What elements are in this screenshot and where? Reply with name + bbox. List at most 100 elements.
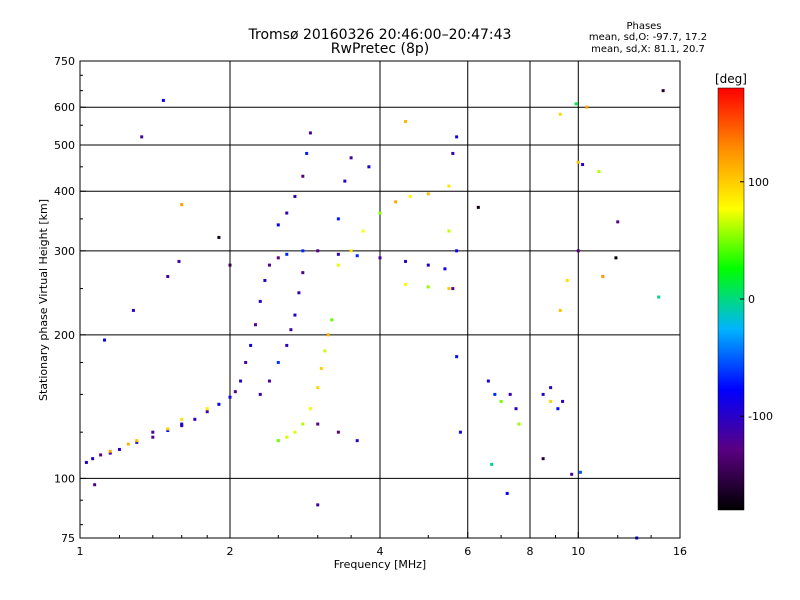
data-point [403, 259, 407, 263]
data-point [458, 430, 462, 434]
data-point [447, 229, 451, 233]
data-point [91, 457, 95, 461]
colorbar: [deg] 100 0 -100 [715, 72, 773, 511]
data-point [301, 249, 305, 253]
data-point [301, 174, 305, 178]
data-point [293, 430, 297, 434]
data-point [549, 399, 553, 403]
data-point [455, 135, 459, 139]
chart-subtitle: RwPretec (8p) [330, 41, 430, 57]
data-point [193, 417, 197, 421]
data-point [349, 156, 353, 160]
data-point [151, 430, 155, 434]
data-point [297, 291, 301, 295]
y-tick-label: 500 [54, 139, 75, 152]
chart-title: Tromsø 20160326 20:46:00–20:47:43 [248, 27, 512, 43]
data-point [117, 447, 121, 451]
data-point [131, 308, 135, 312]
data-point [558, 112, 562, 116]
data-point [263, 278, 267, 282]
data-point [285, 252, 289, 256]
data-point [378, 256, 382, 260]
data-point [447, 287, 451, 291]
data-point [394, 200, 398, 204]
data-point [217, 235, 221, 239]
data-point [316, 386, 320, 390]
data-point [508, 392, 512, 396]
stats-o-mode: mean, sd,O: -97.7, 17.2 [588, 32, 708, 43]
data-point [570, 472, 574, 476]
data-point [330, 318, 334, 322]
data-point [565, 278, 569, 282]
x-tick-label: 6 [464, 545, 471, 558]
data-point [217, 402, 221, 406]
data-point [103, 338, 107, 342]
data-point [205, 407, 209, 411]
data-point [205, 410, 209, 414]
data-point [135, 439, 139, 443]
data-point [326, 333, 330, 337]
data-point [99, 453, 103, 457]
data-point [426, 192, 430, 196]
data-point [293, 194, 297, 198]
data-point [541, 392, 545, 396]
data-point [308, 407, 312, 411]
colorbar-tick-label: 100 [748, 176, 769, 189]
data-point [166, 275, 170, 279]
data-point [301, 422, 305, 426]
data-points [84, 89, 665, 540]
data-point [180, 424, 184, 428]
data-point [108, 451, 112, 455]
data-point [177, 259, 181, 263]
data-point [308, 131, 312, 135]
data-point [576, 249, 580, 253]
data-point [319, 366, 323, 370]
data-point [616, 220, 620, 224]
data-point [180, 203, 184, 207]
data-point [517, 422, 521, 426]
data-point [166, 427, 170, 431]
data-point [126, 442, 130, 446]
data-point [578, 470, 582, 474]
data-point [514, 407, 518, 411]
data-point [541, 457, 545, 461]
x-tick-label: 16 [673, 545, 687, 558]
data-point [276, 256, 280, 260]
data-point [455, 249, 459, 253]
y-tick-label: 600 [54, 101, 75, 114]
data-point [343, 179, 347, 183]
data-point [336, 252, 340, 256]
data-point [505, 491, 509, 495]
data-point [349, 249, 353, 253]
data-point [490, 462, 494, 466]
data-point [316, 422, 320, 426]
x-tick-label: 2 [227, 545, 234, 558]
data-point [403, 120, 407, 124]
data-point [408, 194, 412, 198]
data-point [336, 263, 340, 267]
data-point [293, 313, 297, 317]
data-point [166, 429, 170, 433]
data-point [426, 285, 430, 289]
y-tick-label: 200 [54, 329, 75, 342]
data-point [285, 343, 289, 347]
data-point [239, 379, 243, 383]
x-tick-label: 10 [571, 545, 585, 558]
x-tick-label: 4 [377, 545, 384, 558]
data-point [355, 254, 359, 258]
data-point [661, 89, 665, 93]
data-point [323, 349, 327, 353]
data-point [336, 217, 340, 221]
data-point [499, 399, 503, 403]
data-point [244, 360, 248, 364]
y-tick-label: 400 [54, 185, 75, 198]
data-point [451, 287, 455, 291]
data-point [486, 379, 490, 383]
data-point [135, 440, 139, 444]
data-point [289, 328, 293, 332]
stats-title: Phases [626, 21, 662, 32]
data-point [276, 360, 280, 364]
data-point [228, 263, 232, 267]
colorbar-gradient [717, 87, 745, 511]
data-point [549, 386, 553, 390]
